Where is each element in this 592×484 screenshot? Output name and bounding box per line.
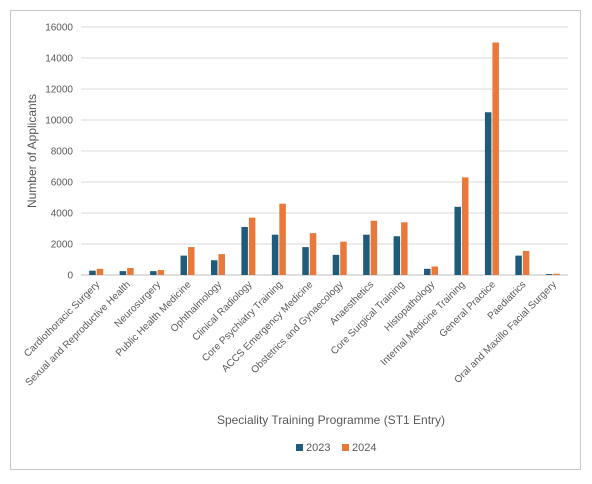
- y-tick-label: 6000: [51, 178, 74, 189]
- bar-2024-4: [218, 254, 225, 275]
- bar-2024-8: [340, 241, 347, 275]
- legend-label-2024: 2024: [352, 442, 376, 454]
- gridlines: [81, 26, 568, 276]
- bar-2024-1: [127, 268, 134, 275]
- bar-2024-5: [248, 217, 256, 275]
- bar-2023-4: [210, 260, 218, 275]
- bar-2024-2: [157, 270, 165, 275]
- bar-2023-1: [119, 271, 127, 275]
- y-tick-label: 4000: [51, 209, 74, 220]
- bar-2023-15: [545, 274, 553, 275]
- bar-2024-11: [431, 266, 439, 275]
- x-tick-label: General Practice: [438, 279, 499, 340]
- legend-swatch-2024: [342, 444, 349, 451]
- y-tick-label: 16000: [45, 23, 73, 34]
- bar-2024-9: [370, 220, 378, 275]
- y-tick-label: 0: [67, 271, 73, 282]
- bar-2024-3: [188, 247, 195, 275]
- y-axis-title: Number of Applicants: [25, 94, 39, 208]
- bar-2024-0: [96, 268, 104, 275]
- bar-2023-8: [332, 254, 340, 275]
- bar-2024-14: [522, 250, 530, 275]
- bar-2024-12: [461, 177, 469, 275]
- bar-2024-15: [553, 273, 560, 275]
- x-axis-title: Speciality Training Programme (ST1 Entry…: [217, 413, 445, 427]
- y-tick-label: 8000: [51, 147, 74, 158]
- legend-label-2023: 2023: [306, 442, 330, 454]
- bar-2023-7: [302, 247, 309, 275]
- bar-2023-11: [424, 268, 431, 275]
- y-tick-label: 14000: [45, 54, 73, 65]
- bar-2023-5: [241, 226, 248, 275]
- bar-2023-2: [150, 271, 157, 275]
- bar-2023-6: [271, 234, 279, 275]
- bar-2024-10: [401, 222, 408, 275]
- bar-2024-13: [492, 42, 499, 275]
- bar-2023-3: [180, 255, 188, 275]
- bar-2023-9: [363, 234, 370, 275]
- bar-chart: 0 2000 4000 6000 8000 10000 12000 14000 16000 Ca…: [22, 23, 568, 454]
- bar-2023-14: [515, 255, 522, 275]
- bars: [89, 42, 560, 275]
- y-tick-labels: 0 2000 4000 6000 8000 10000 12000 14000 16000: [45, 23, 73, 282]
- bar-2023-13: [484, 112, 492, 275]
- legend: 2023 2024: [296, 442, 376, 454]
- bar-2024-7: [309, 233, 317, 275]
- bar-2023-0: [89, 270, 96, 275]
- legend-swatch-2023: [296, 444, 303, 451]
- chart-frame: 0 2000 4000 6000 8000 10000 12000 14000 16000 Ca…: [10, 10, 581, 470]
- bar-2024-6: [279, 203, 286, 275]
- bar-2023-10: [393, 236, 401, 275]
- y-tick-label: 2000: [51, 240, 74, 251]
- y-tick-label: 12000: [45, 85, 73, 96]
- y-tick-label: 10000: [45, 116, 73, 127]
- bar-2023-12: [454, 206, 461, 275]
